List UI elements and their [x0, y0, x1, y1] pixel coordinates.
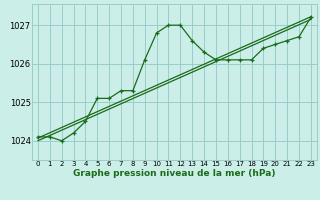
X-axis label: Graphe pression niveau de la mer (hPa): Graphe pression niveau de la mer (hPa): [73, 169, 276, 178]
